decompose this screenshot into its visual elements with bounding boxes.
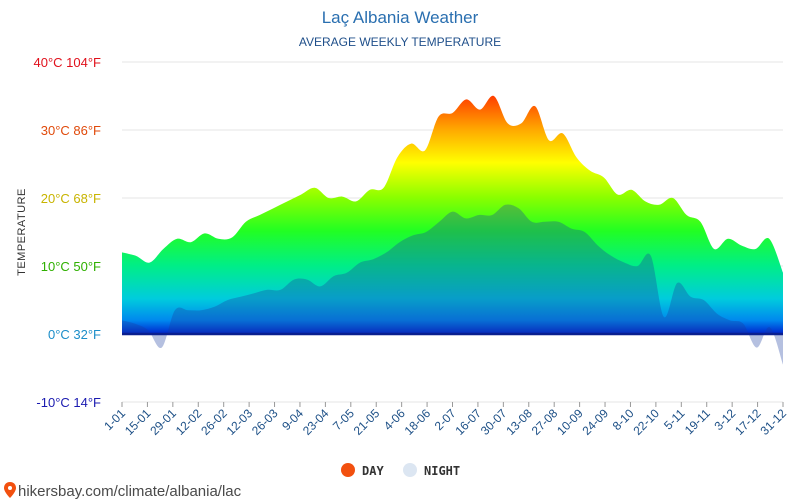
legend-night-label: NIGHT xyxy=(424,464,460,478)
legend-item-day[interactable]: DAY xyxy=(341,463,384,478)
x-tick-label: 31-12 xyxy=(758,406,790,438)
x-tick-label: 16-07 xyxy=(452,406,484,438)
chart-title: Laç Albania Weather xyxy=(322,8,479,27)
y-tick-label: 10°C 50°F xyxy=(41,259,101,274)
legend-night-marker xyxy=(403,463,417,477)
x-tick-label: 13-08 xyxy=(503,406,535,438)
y-axis-label: TEMPERATURE xyxy=(16,188,28,276)
legend-day-marker xyxy=(341,463,355,477)
legend-item-night[interactable]: NIGHT xyxy=(403,463,460,478)
x-tick-label: 30-07 xyxy=(478,406,510,438)
credit-link: hikersbay.com/climate/albania/lac xyxy=(18,483,242,500)
night-series-area xyxy=(122,204,783,365)
y-tick-label: 20°C 68°F xyxy=(41,191,101,206)
y-tick-label: 40°C 104°F xyxy=(34,55,102,70)
x-tick-label: 29-01 xyxy=(147,406,179,438)
y-tick-label: 0°C 32°F xyxy=(48,327,101,342)
x-tick-label: 17-12 xyxy=(732,406,764,438)
x-tick-label: 10-09 xyxy=(554,406,586,438)
x-tick-label: 22-10 xyxy=(630,406,662,438)
x-axis-ticks: 1-0115-0129-0112-0226-0212-0326-039-0423… xyxy=(101,402,789,438)
y-tick-label: -10°C 14°F xyxy=(36,395,101,410)
x-tick-label: 21-05 xyxy=(351,406,383,438)
x-tick-label: 18-06 xyxy=(402,406,434,438)
x-tick-label: 12-02 xyxy=(173,406,205,438)
y-axis-ticks: 40°C 104°F 30°C 86°F 20°C 68°F 10°C 50°F 0°C… xyxy=(34,55,102,410)
x-tick-label: 27-08 xyxy=(529,406,561,438)
x-tick-label: 12-03 xyxy=(224,406,256,438)
legend: DAY NIGHT xyxy=(341,463,460,478)
x-tick-label: 24-09 xyxy=(580,406,612,438)
x-tick-label: 26-03 xyxy=(249,406,281,438)
x-tick-label: 26-02 xyxy=(198,406,230,438)
legend-day-label: DAY xyxy=(362,464,384,478)
x-tick-label: 19-11 xyxy=(682,406,713,437)
chart-subtitle: AVERAGE WEEKLY TEMPERATURE xyxy=(299,35,501,49)
day-series-area xyxy=(122,95,783,334)
y-tick-label: 30°C 86°F xyxy=(41,123,101,138)
x-tick-label: 15-01 xyxy=(122,406,154,438)
credit[interactable]: hikersbay.com/climate/albania/lac xyxy=(4,482,242,500)
x-tick-label: 23-04 xyxy=(300,406,332,438)
